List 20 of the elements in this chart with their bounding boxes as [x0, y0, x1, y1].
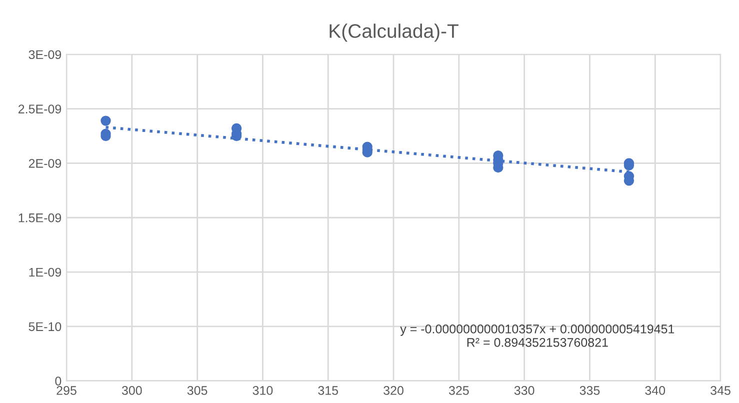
x-tick-label: 305 — [187, 386, 208, 395]
y-tick-label: 1.5E-09 — [18, 213, 62, 222]
annotation: y = -0.000000000010357x + 0.000000005419451 R² = 0.894352153760821 — [400, 324, 674, 347]
x-tick-label: 345 — [710, 386, 730, 395]
x-tick-label: 325 — [448, 386, 469, 395]
y-tick-label: 2.5E-09 — [18, 104, 62, 114]
chart-title: K(Calculada)-T — [330, 24, 458, 42]
y-tick-label: 1E-09 — [29, 268, 62, 277]
x-tick-label: 310 — [252, 386, 273, 395]
x-tick-label: 335 — [580, 386, 600, 395]
x-tick-label: 340 — [645, 386, 666, 395]
y-tick-label: 2E-09 — [28, 159, 62, 168]
x-tick-label: 315 — [318, 386, 338, 395]
x-tick-label: 300 — [122, 386, 142, 395]
x-tick-label: 320 — [384, 386, 404, 395]
x-tick-label: 295 — [56, 386, 76, 395]
x-tick-label: 330 — [514, 386, 534, 395]
y-tick-label: 0 — [55, 376, 62, 386]
y-tick-label: 3E-09 — [28, 50, 62, 60]
y-tick-label: 5E-10 — [28, 322, 62, 332]
